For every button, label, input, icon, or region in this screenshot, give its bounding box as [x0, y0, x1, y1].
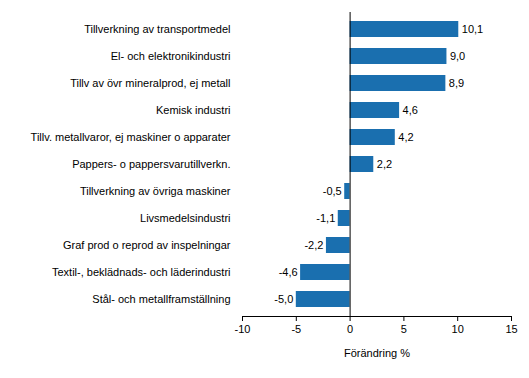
svg-text:Tillverkning av transportmedel: Tillverkning av transportmedel	[84, 23, 230, 35]
svg-text:10: 10	[452, 323, 464, 335]
svg-text:4,2: 4,2	[398, 131, 413, 143]
svg-text:Förändring %: Förändring %	[344, 347, 410, 359]
svg-text:-5,0: -5,0	[274, 293, 293, 305]
svg-text:-4,6: -4,6	[279, 266, 298, 278]
svg-text:2,2: 2,2	[377, 158, 392, 170]
svg-text:-10: -10	[235, 323, 251, 335]
svg-text:Textil-, beklädnads- och läder: Textil-, beklädnads- och läderindustri	[52, 266, 231, 278]
svg-text:9,0: 9,0	[450, 50, 465, 62]
svg-text:15: 15	[505, 323, 517, 335]
svg-text:Stål- och metallframställning: Stål- och metallframställning	[92, 293, 230, 305]
svg-text:-0,5: -0,5	[323, 185, 342, 197]
svg-text:Pappers- o pappersvarutillverk: Pappers- o pappersvarutillverkn.	[72, 158, 230, 170]
svg-text:0: 0	[347, 323, 353, 335]
svg-text:10,1: 10,1	[462, 23, 483, 35]
svg-text:-5: -5	[291, 323, 301, 335]
svg-text:-2,2: -2,2	[304, 239, 323, 251]
svg-text:5: 5	[401, 323, 407, 335]
svg-text:Livsmedelsindustri: Livsmedelsindustri	[140, 212, 230, 224]
svg-text:Graf prod o reprod av inspelni: Graf prod o reprod av inspelningar	[63, 239, 231, 251]
svg-text:Tillverkning av övriga maskine: Tillverkning av övriga maskiner	[80, 185, 231, 197]
svg-text:El- och elektronikindustri: El- och elektronikindustri	[111, 50, 231, 62]
svg-text:Kemisk industri: Kemisk industri	[156, 104, 231, 116]
svg-text:8,9: 8,9	[449, 77, 464, 89]
svg-text:4,6: 4,6	[403, 104, 418, 116]
svg-text:Tillv av övr mineralprod, ej m: Tillv av övr mineralprod, ej metall	[70, 77, 230, 89]
svg-text:-1,1: -1,1	[316, 212, 335, 224]
svg-text:Tillv. metallvaror, ej maskine: Tillv. metallvaror, ej maskiner o appara…	[31, 131, 231, 143]
